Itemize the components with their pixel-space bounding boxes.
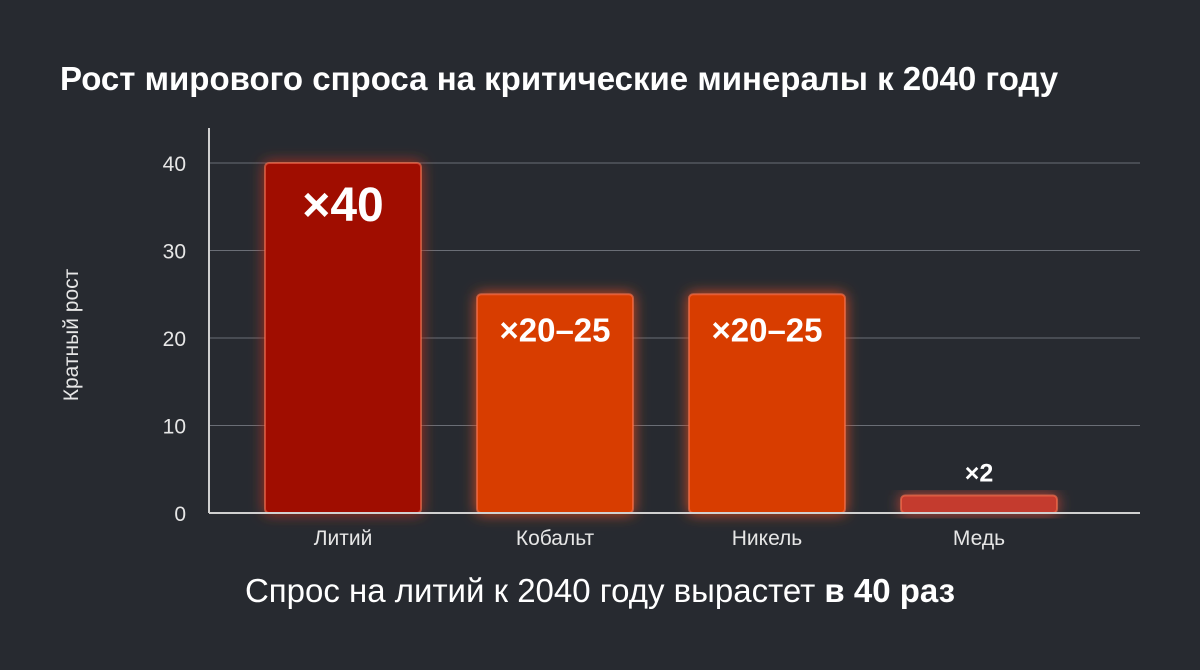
bar (900, 494, 1058, 514)
x-axis-ticks: Литий Кобальт Никель Медь (314, 527, 1005, 550)
y-tick-label: 30 (163, 241, 186, 264)
data-label: ×20–25 (499, 311, 610, 348)
y-tick-label: 40 (163, 153, 186, 176)
x-tick-label: Никель (732, 527, 803, 550)
data-label: ×40 (302, 179, 383, 232)
x-tick-label: Литий (314, 527, 373, 550)
y-tick-label: 20 (163, 328, 186, 351)
data-label: ×2 (965, 460, 994, 488)
chart-title: Рост мирового спроса на критические мине… (60, 60, 1059, 97)
bars (264, 162, 1058, 514)
y-tick-label: 10 (163, 416, 186, 439)
data-labels: ×40 ×20–25 ×20–25 ×2 (302, 179, 993, 488)
caption-text: Спрос на литий к 2040 году вырастет (244, 572, 825, 609)
caption-emphasis: в 40 раз (824, 572, 956, 609)
data-label: ×20–25 (711, 311, 822, 348)
y-axis-label: Кратный рост (60, 268, 83, 401)
x-tick-label: Кобальт (516, 527, 595, 550)
y-axis-ticks: 0 10 20 30 40 (163, 153, 186, 526)
y-tick-label: 0 (174, 503, 186, 526)
caption: Спрос на литий к 2040 году вырастет в 40… (0, 572, 1200, 610)
x-tick-label: Медь (953, 527, 1005, 550)
